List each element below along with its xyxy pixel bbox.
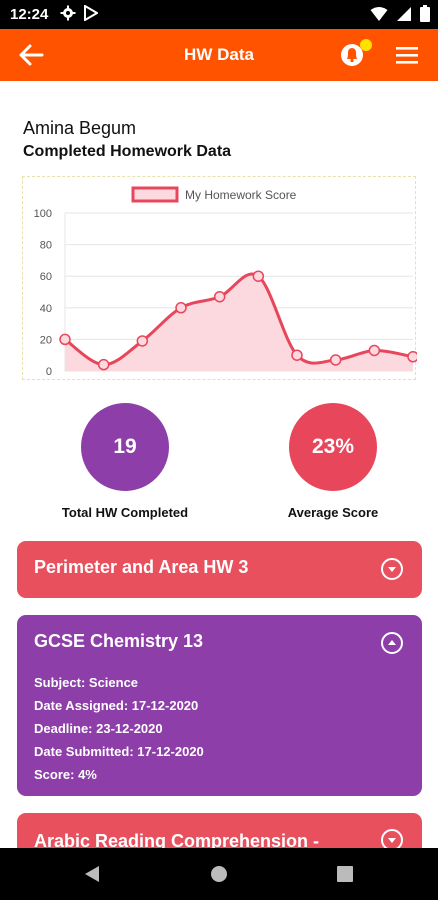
status-time: 12:24 (10, 6, 49, 23)
homework-details: Subject: Science Date Assigned: 17-12-20… (34, 671, 204, 786)
status-bar: 12:24 (0, 0, 438, 29)
total-hw-stat: 19 Total HW Completed (51, 403, 199, 520)
chart-svg: 0 20 40 60 80 100 My Homework Score (34, 186, 417, 378)
legend-label: My Homework Score (185, 188, 297, 202)
play-store-icon (84, 5, 98, 21)
chevron-up-circle-icon[interactable] (381, 632, 403, 654)
series-line (64, 272, 414, 367)
system-nav-bar (0, 848, 438, 900)
battery-icon (420, 5, 430, 22)
data-point (136, 335, 149, 347)
home-circle-icon[interactable] (210, 865, 228, 883)
detail-deadline: Deadline: 23-12-2020 (34, 721, 163, 736)
average-score-label: Average Score (287, 505, 379, 520)
y-tick-label: 100 (34, 208, 52, 220)
notification-badge (360, 39, 372, 51)
data-point (291, 349, 303, 361)
series-area (65, 273, 413, 371)
chevron-down-circle-icon[interactable] (381, 558, 403, 580)
app-bar: HW Data (0, 29, 438, 81)
total-hw-circle: 19 (81, 403, 169, 491)
y-tick-label: 60 (40, 271, 52, 283)
data-point (97, 358, 110, 371)
detail-score: Score: 4% (34, 767, 97, 782)
data-point (59, 333, 71, 346)
homework-card-expanded[interactable]: GCSE Chemistry 13 Subject: Science Date … (17, 615, 422, 796)
homework-score-chart: 0 20 40 60 80 100 My Homework Score (22, 176, 417, 380)
detail-date-assigned: Date Assigned: 17-12-2020 (34, 698, 199, 713)
recents-square-icon[interactable] (337, 866, 353, 882)
homework-card-title: Arabic Reading Comprehension - (34, 831, 320, 851)
back-triangle-icon[interactable] (83, 865, 101, 883)
student-name: Amina Begum (23, 118, 137, 138)
signal-icon (397, 6, 411, 21)
detail-date-submitted: Date Submitted: 17-12-2020 (34, 744, 204, 759)
y-tick-label: 0 (46, 366, 52, 378)
back-button[interactable] (18, 43, 44, 67)
average-score-value: 23% (311, 435, 355, 458)
data-point (213, 290, 226, 303)
gear-icon (60, 5, 76, 21)
data-point (368, 344, 381, 357)
y-tick-label: 80 (40, 240, 52, 252)
hamburger-menu-icon[interactable] (396, 45, 418, 65)
data-point (407, 351, 417, 363)
detail-subject: Subject: Science (34, 675, 139, 690)
homework-card[interactable]: Perimeter and Area HW 3 (17, 541, 422, 598)
legend-swatch (131, 186, 179, 203)
total-hw-label: Total HW Completed (61, 505, 189, 520)
wifi-icon (370, 6, 388, 21)
page-title: HW Data (184, 45, 254, 64)
average-score-circle: 23% (289, 403, 377, 491)
homework-card-title: Perimeter and Area HW 3 (34, 557, 249, 577)
data-point (329, 354, 342, 366)
bell-icon[interactable] (340, 41, 368, 69)
y-tick-label: 20 (40, 334, 52, 346)
total-hw-value: 19 (113, 435, 137, 458)
average-score-stat: 23% Average Score (259, 403, 407, 520)
y-tick-label: 40 (40, 303, 52, 315)
data-point (252, 270, 265, 282)
chart-heading: Completed Homework Data (23, 143, 232, 160)
data-point (175, 302, 187, 314)
homework-card-title: GCSE Chemistry 13 (34, 631, 204, 651)
